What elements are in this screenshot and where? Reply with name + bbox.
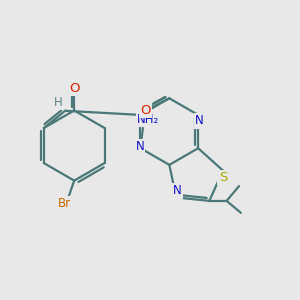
Text: Br: Br bbox=[58, 197, 71, 210]
Text: N: N bbox=[136, 140, 144, 153]
Text: N: N bbox=[195, 114, 204, 128]
Text: O: O bbox=[69, 82, 80, 95]
Text: S: S bbox=[219, 171, 227, 184]
Text: O: O bbox=[140, 104, 151, 117]
Text: NH₂: NH₂ bbox=[137, 112, 159, 126]
Text: H: H bbox=[54, 96, 63, 109]
Text: N: N bbox=[173, 184, 182, 197]
